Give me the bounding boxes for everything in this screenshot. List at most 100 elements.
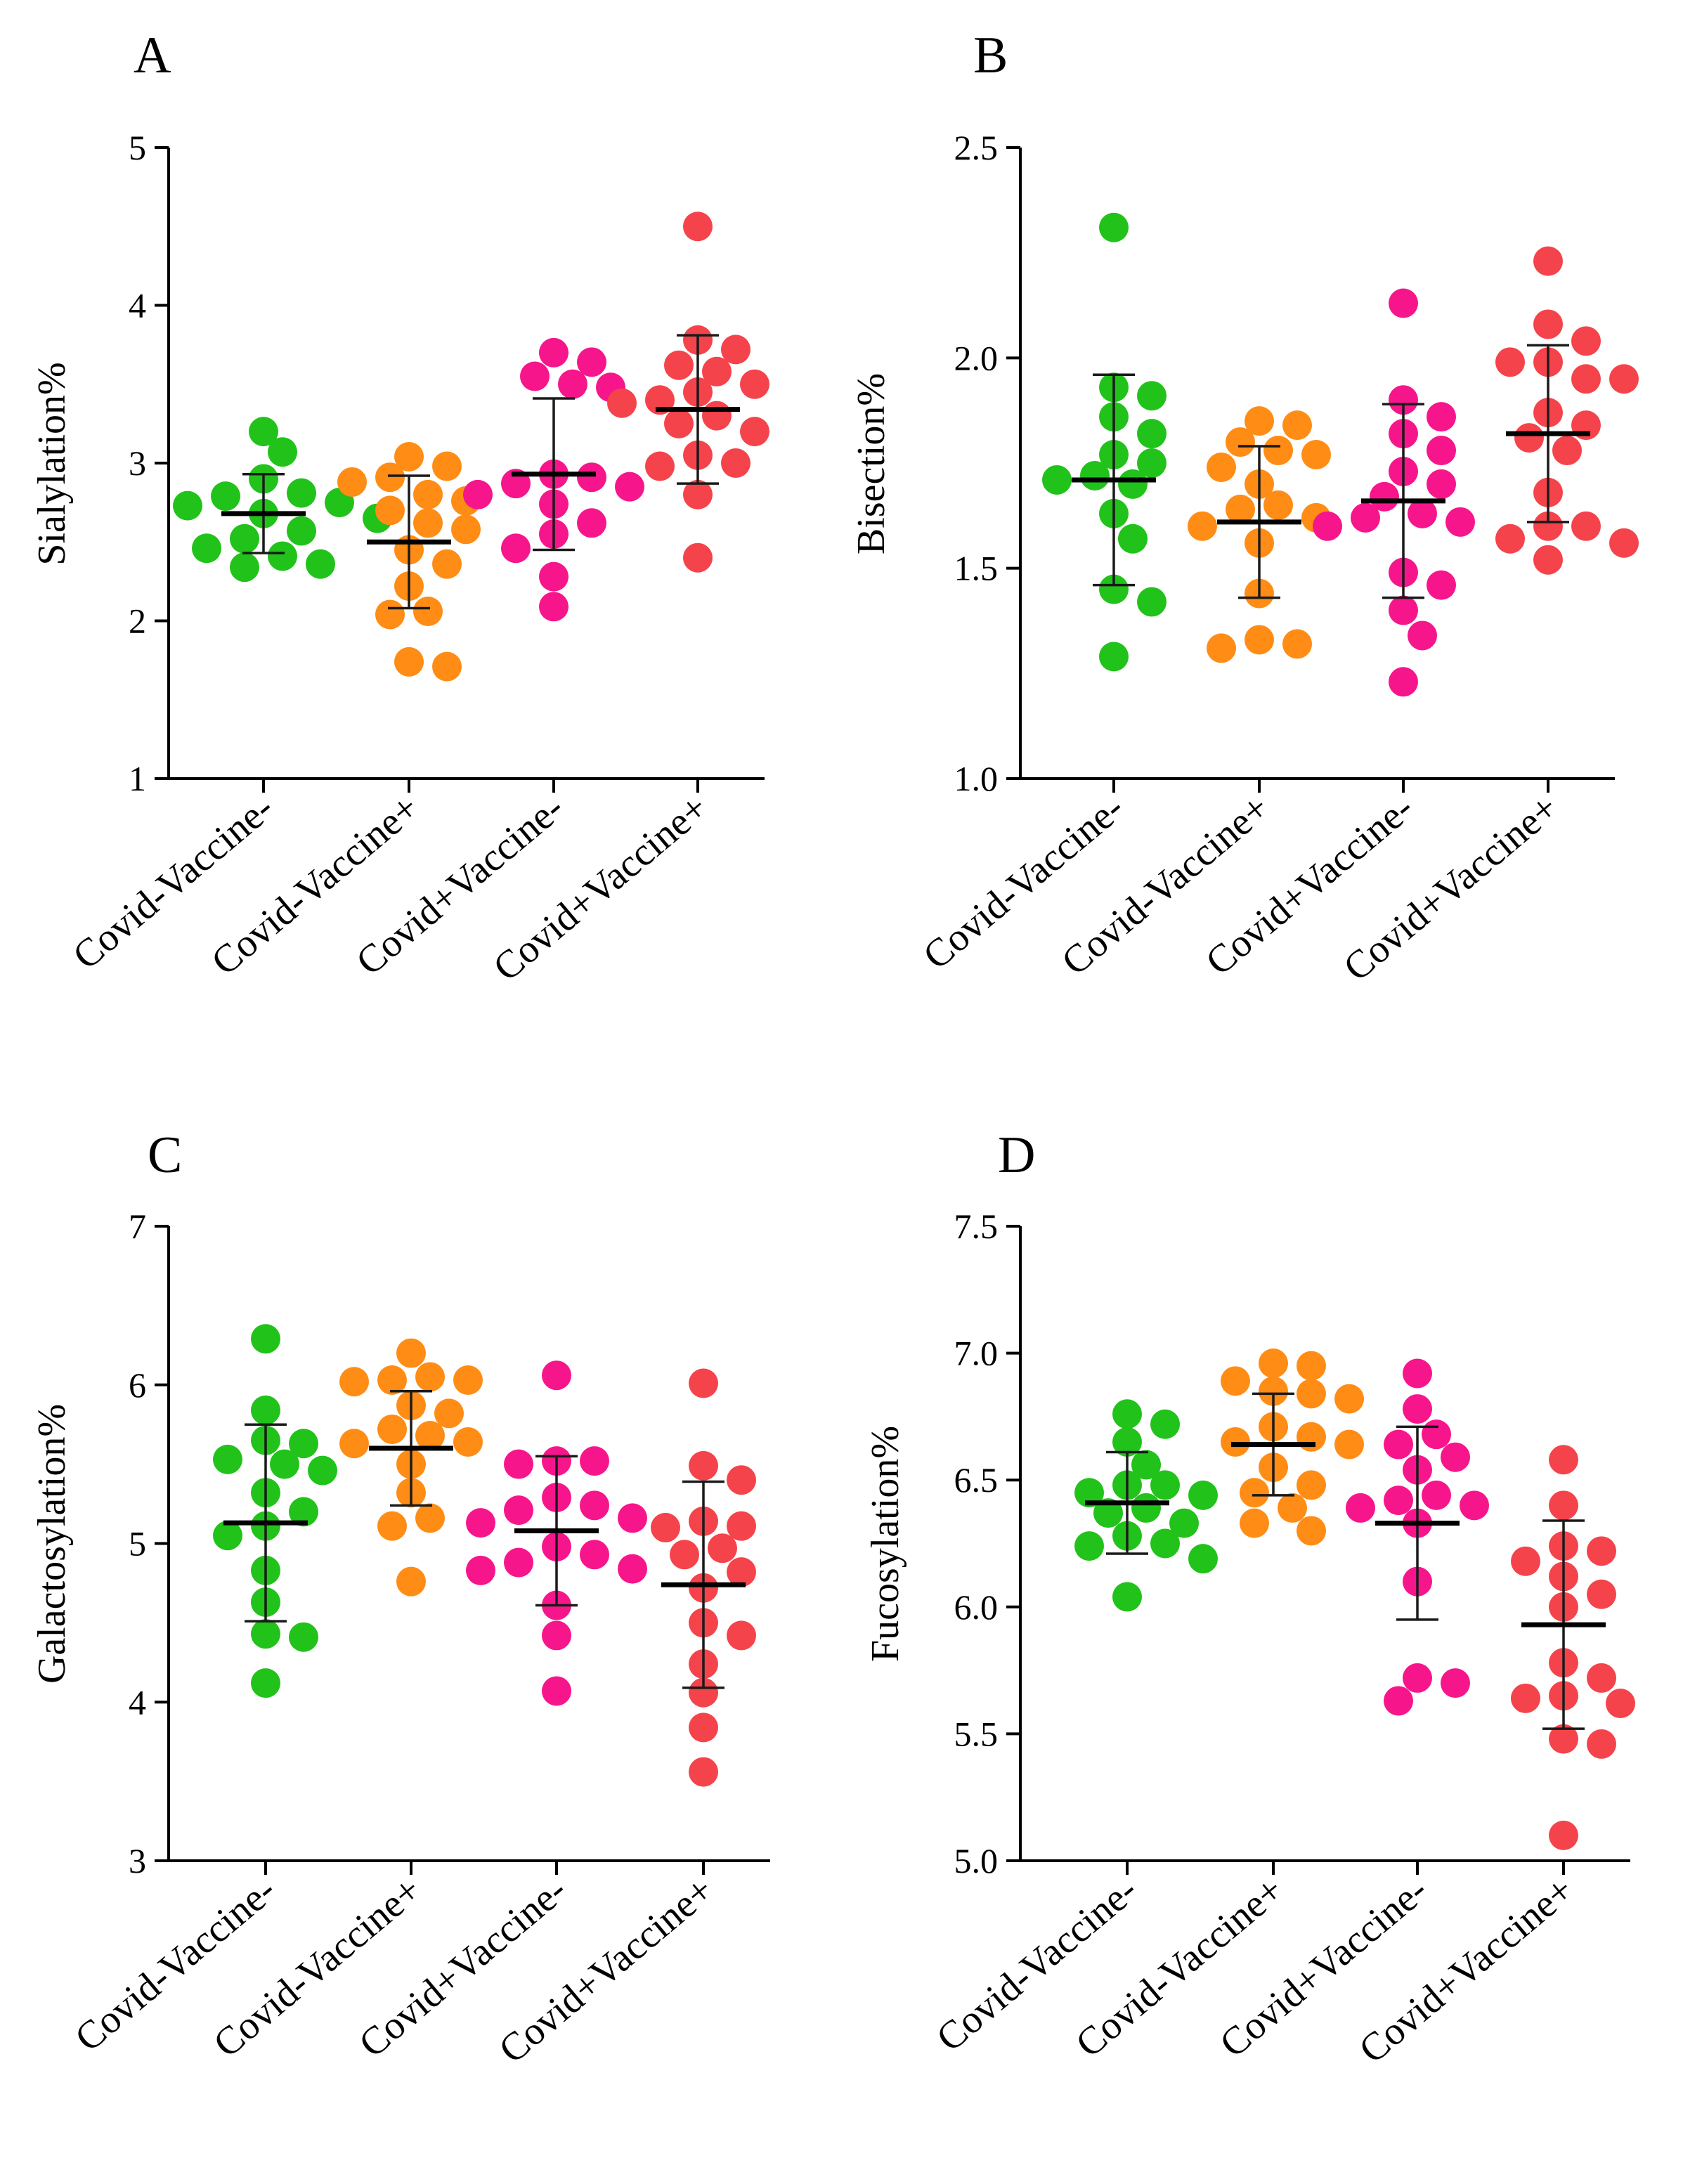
data-point [1137, 381, 1167, 411]
series-Covid+Vaccine- [1313, 288, 1475, 697]
data-point [432, 451, 462, 481]
y-tick-label: 4 [129, 286, 146, 325]
data-point [1240, 1508, 1269, 1538]
data-point [1297, 1470, 1326, 1500]
data-point [1587, 1536, 1616, 1566]
y-tick-label: 5 [129, 1524, 146, 1564]
data-point [727, 1465, 756, 1495]
data-point [1441, 1442, 1470, 1472]
series-Covid-Vaccine+ [1221, 1348, 1364, 1546]
data-point [1549, 1490, 1578, 1521]
data-point [1221, 1366, 1250, 1396]
data-point [1609, 364, 1639, 394]
data-point [377, 1511, 407, 1541]
data-point [539, 592, 568, 622]
data-point [377, 1414, 407, 1444]
data-point [339, 1429, 369, 1459]
data-point [1118, 524, 1148, 554]
y-tick-label: 1.5 [954, 549, 999, 588]
data-point [1188, 511, 1217, 541]
data-point [1169, 1508, 1199, 1538]
data-point [1427, 436, 1456, 466]
data-point [542, 1620, 571, 1651]
data-point [504, 1495, 533, 1526]
data-point [268, 541, 297, 571]
data-point [645, 451, 675, 481]
data-point [1334, 1384, 1364, 1414]
data-point [683, 542, 713, 573]
data-point [413, 508, 443, 538]
data-point [708, 1533, 737, 1564]
data-point [1441, 1668, 1470, 1698]
data-point [1226, 427, 1255, 457]
series-Covid+Vaccine+ [1495, 246, 1639, 575]
data-point [213, 1444, 242, 1474]
data-point [1403, 1358, 1432, 1389]
data-point [1137, 448, 1167, 478]
data-point [268, 437, 297, 467]
data-point [466, 1555, 495, 1585]
data-point [1427, 570, 1456, 600]
data-point [1495, 347, 1525, 377]
data-point [577, 508, 606, 538]
series-Covid-Vaccine- [173, 417, 392, 583]
y-axis-title: Bisection% [850, 373, 893, 554]
data-point [1080, 460, 1110, 490]
data-point [1112, 1399, 1142, 1429]
data-point [542, 1360, 571, 1391]
data-point [1384, 1686, 1413, 1716]
data-point [689, 1368, 718, 1398]
data-point [173, 490, 202, 521]
data-point [1408, 620, 1437, 651]
data-point [1131, 1493, 1161, 1523]
data-point [1259, 1348, 1288, 1379]
data-point [1571, 511, 1601, 541]
data-point [1389, 288, 1418, 318]
data-point [520, 361, 550, 391]
series-Covid+Vaccine+ [1511, 1445, 1635, 1850]
data-point [306, 549, 335, 579]
data-point [289, 1429, 318, 1459]
data-point [1226, 494, 1255, 524]
data-point [1552, 436, 1582, 466]
data-point [1131, 1450, 1161, 1480]
data-point [211, 481, 240, 512]
data-point [1297, 1422, 1326, 1452]
data-point [580, 1446, 609, 1476]
panel-letter: D [998, 1126, 1035, 1184]
data-point [1533, 545, 1563, 575]
data-point [580, 1540, 609, 1570]
data-point [1533, 309, 1563, 339]
data-point [1511, 1546, 1540, 1576]
data-point [740, 417, 769, 447]
series-Covid+Vaccine- [466, 1360, 647, 1706]
data-point [434, 1398, 464, 1429]
panel-d: DFucosylation%5.05.56.06.57.07.5Covid-Va… [864, 1126, 1635, 2072]
series-Covid+Vaccine- [1346, 1358, 1489, 1716]
series-Covid+Vaccine+ [651, 1368, 756, 1787]
data-point [740, 369, 769, 399]
data-point [394, 442, 424, 472]
data-point [702, 356, 732, 386]
data-point [1571, 364, 1601, 394]
data-point [558, 369, 587, 399]
data-point [1074, 1531, 1104, 1561]
data-point [1245, 625, 1274, 655]
data-point [415, 1362, 445, 1392]
data-point [615, 472, 644, 502]
data-point [1221, 1427, 1250, 1457]
data-point [251, 1395, 280, 1425]
data-point [1511, 1683, 1540, 1713]
data-point [1609, 528, 1639, 558]
data-point [1587, 1729, 1616, 1759]
series-Covid+Vaccine- [463, 337, 644, 622]
y-tick-label: 7.5 [954, 1207, 999, 1246]
data-point [1403, 1394, 1432, 1424]
panel-c: CGalactosylation%34567Covid-Vaccine-Covi… [30, 1126, 770, 2072]
data-point [287, 478, 316, 508]
y-axis-title: Sialylation% [30, 362, 74, 565]
data-point [1549, 1820, 1578, 1850]
data-point [1606, 1689, 1635, 1719]
data-point [539, 337, 568, 368]
data-point [1346, 1493, 1375, 1523]
